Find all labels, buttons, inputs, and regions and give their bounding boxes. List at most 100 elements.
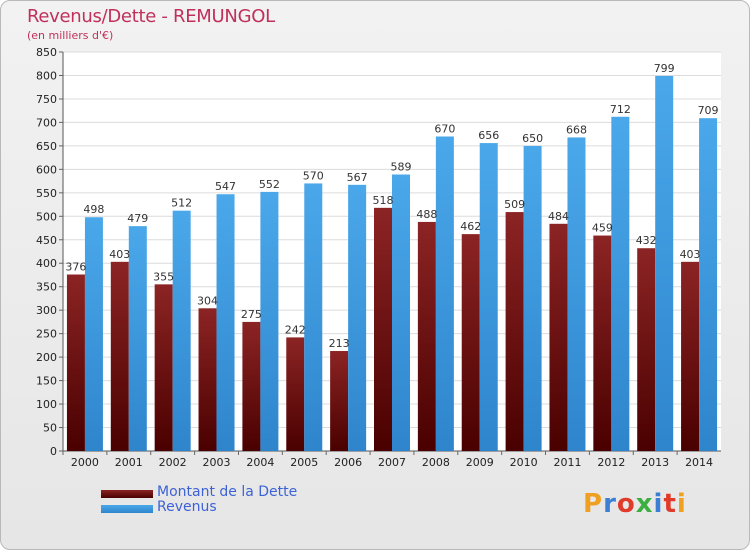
y-tick-label: 700 xyxy=(36,116,57,129)
bar-dette xyxy=(681,261,700,451)
chart-title: Revenus/Dette - REMUNGOL xyxy=(27,6,275,27)
data-label-dette: 355 xyxy=(153,270,174,283)
data-label-dette: 509 xyxy=(504,198,525,211)
y-tick-label: 600 xyxy=(36,163,57,176)
y-tick-label: 50 xyxy=(43,422,57,435)
y-tick-label: 650 xyxy=(36,140,57,153)
bar-revenus xyxy=(216,194,235,452)
x-tick-label: 2005 xyxy=(290,456,318,469)
bar-revenus xyxy=(128,226,147,451)
data-label-revenus: 479 xyxy=(127,212,148,225)
y-tick-label: 150 xyxy=(36,375,57,388)
bar-revenus xyxy=(655,75,674,451)
bar-revenus xyxy=(567,137,586,452)
x-tick-label: 2012 xyxy=(597,456,625,469)
data-label-dette: 488 xyxy=(416,208,437,221)
data-label-revenus: 498 xyxy=(83,203,104,216)
bar-revenus xyxy=(260,191,279,451)
data-label-dette: 484 xyxy=(548,210,569,223)
data-label-dette: 304 xyxy=(197,294,218,307)
data-label-dette: 432 xyxy=(636,234,657,247)
data-label-revenus: 552 xyxy=(259,178,280,191)
x-tick-label: 2004 xyxy=(246,456,274,469)
bar-revenus xyxy=(304,183,323,451)
bar-revenus xyxy=(172,210,191,451)
data-label-revenus: 656 xyxy=(478,129,499,142)
bar-dette xyxy=(417,221,436,451)
y-tick-label: 350 xyxy=(36,281,57,294)
logo-letter: o xyxy=(616,489,636,519)
bars-layer xyxy=(66,75,718,452)
labels-layer: 2000 376 498 2001 403 479 2002 355 512 2003 304 547… xyxy=(65,62,718,469)
bar-dette xyxy=(461,234,480,451)
data-label-revenus: 709 xyxy=(698,104,719,117)
x-tick-label: 2013 xyxy=(641,456,669,469)
data-label-revenus: 668 xyxy=(566,123,587,136)
y-tick-label: 300 xyxy=(36,304,57,317)
bar-revenus xyxy=(348,184,367,451)
data-label-dette: 462 xyxy=(460,220,481,233)
data-label-revenus: 512 xyxy=(171,197,192,210)
bar-dette xyxy=(110,261,129,451)
y-tick-label: 850 xyxy=(36,46,57,59)
bar-dette xyxy=(242,321,261,451)
bar-revenus xyxy=(479,143,498,451)
data-label-revenus: 589 xyxy=(391,161,412,174)
bar-dette xyxy=(549,223,568,451)
bar-dette xyxy=(286,337,305,451)
logo-letter: i xyxy=(676,489,687,519)
y-tick-label: 550 xyxy=(36,187,57,200)
bar-revenus xyxy=(392,174,410,451)
data-label-dette: 275 xyxy=(241,308,262,321)
logo-letter: x xyxy=(635,489,654,519)
data-label-revenus: 799 xyxy=(654,62,675,75)
x-tick-label: 2000 xyxy=(71,456,99,469)
chart-subtitle: (en milliers d'€) xyxy=(27,29,114,42)
legend-swatch-revenus xyxy=(101,505,153,513)
data-label-revenus: 712 xyxy=(610,103,631,116)
data-label-revenus: 570 xyxy=(303,169,324,182)
x-tick-label: 2003 xyxy=(203,456,231,469)
legend-swatch-dette xyxy=(101,490,153,498)
data-label-dette: 376 xyxy=(65,261,86,274)
y-tick-label: 200 xyxy=(36,351,57,364)
proxiti-logo: Proxiti xyxy=(583,489,687,519)
data-label-revenus: 650 xyxy=(522,132,543,145)
bar-dette xyxy=(330,351,349,451)
bar-dette xyxy=(374,207,392,451)
y-tick-label: 500 xyxy=(36,210,57,223)
data-label-revenus: 567 xyxy=(347,171,368,184)
x-tick-label: 2008 xyxy=(422,456,450,469)
data-label-dette: 459 xyxy=(592,222,613,235)
bar-dette xyxy=(66,274,85,451)
data-label-dette: 242 xyxy=(285,323,306,336)
logo-letter: i xyxy=(653,489,664,519)
x-tick-label: 2007 xyxy=(378,456,406,469)
y-tick-label: 400 xyxy=(36,257,57,270)
bar-revenus xyxy=(611,116,630,452)
logo-letter: t xyxy=(663,489,677,519)
data-label-revenus: 670 xyxy=(434,122,455,135)
bar-revenus xyxy=(699,118,718,451)
y-tick-label: 750 xyxy=(36,93,57,106)
y-tick-label: 450 xyxy=(36,234,57,247)
x-tick-label: 2011 xyxy=(553,456,581,469)
x-tick-label: 2002 xyxy=(159,456,187,469)
y-tick-label: 100 xyxy=(36,398,57,411)
bar-dette xyxy=(637,248,656,451)
x-tick-label: 2010 xyxy=(510,456,538,469)
bar-dette xyxy=(505,212,524,451)
bar-dette xyxy=(593,235,612,451)
y-tick-label: 250 xyxy=(36,328,57,341)
logo-letter: P xyxy=(583,489,604,519)
y-tick-label: 0 xyxy=(50,445,57,458)
x-tick-label: 2006 xyxy=(334,456,362,469)
bar-revenus xyxy=(84,217,103,451)
legend-label-dette: Montant de la Dette xyxy=(157,484,298,500)
data-label-dette: 403 xyxy=(680,248,701,261)
logo-letter: r xyxy=(603,489,617,519)
x-tick-label: 2014 xyxy=(685,456,713,469)
y-tick-label: 800 xyxy=(36,69,57,82)
data-label-dette: 213 xyxy=(329,337,350,350)
